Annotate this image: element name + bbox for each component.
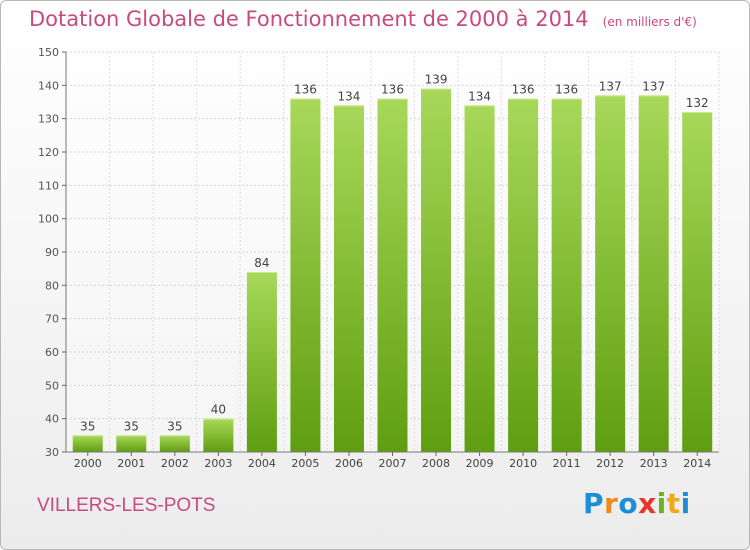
y-tick-label: 80 <box>45 279 59 292</box>
x-tick-label: 2007 <box>379 457 407 470</box>
bar <box>203 418 234 452</box>
bars <box>72 88 713 453</box>
x-tick-label: 2012 <box>596 457 624 470</box>
x-tick-label: 2001 <box>117 457 145 470</box>
bar <box>377 98 408 453</box>
y-tick-label: 100 <box>38 213 59 226</box>
y-tick-label: 130 <box>38 113 59 126</box>
x-tick-label: 2002 <box>161 457 189 470</box>
y-tick-label: 140 <box>38 79 59 92</box>
bar-value-label: 84 <box>254 256 269 270</box>
bar <box>595 95 626 452</box>
bar-value-label: 137 <box>642 79 665 93</box>
x-tick-label: 2010 <box>509 457 537 470</box>
bar <box>682 112 713 452</box>
chart-subtitle: (en milliers d'€) <box>602 15 697 29</box>
y-tick-label: 150 <box>38 46 59 59</box>
bar <box>421 88 452 453</box>
chart-title-text: Dotation Globale de Fonctionnement de 20… <box>29 7 589 31</box>
bar <box>464 105 495 452</box>
x-tick-label: 2006 <box>335 457 363 470</box>
bar <box>551 98 582 453</box>
y-tick-label: 90 <box>45 246 59 259</box>
bar-value-label: 136 <box>294 83 317 97</box>
x-tick-label: 2011 <box>553 457 581 470</box>
x-tick-label: 2000 <box>74 457 102 470</box>
y-tick-label: 40 <box>45 413 59 426</box>
x-tick-label: 2004 <box>248 457 276 470</box>
y-tick-label: 50 <box>45 379 59 392</box>
bar-value-label: 136 <box>381 83 404 97</box>
bar-value-label: 134 <box>468 89 491 103</box>
y-tick-label: 30 <box>45 446 59 459</box>
bar <box>638 95 669 452</box>
bar-value-label: 136 <box>555 83 578 97</box>
chart-title: Dotation Globale de Fonctionnement de 20… <box>29 7 697 31</box>
x-tick-label: 2014 <box>683 457 711 470</box>
bar-value-label: 136 <box>512 83 535 97</box>
bar-value-label: 132 <box>686 96 709 110</box>
bar <box>72 435 103 452</box>
bar <box>159 435 190 452</box>
commune-name: VILLERS-LES-POTS <box>37 495 216 516</box>
bar <box>508 98 539 453</box>
x-tick-label: 2003 <box>204 457 232 470</box>
y-tick-label: 60 <box>45 346 59 359</box>
bar-value-label: 139 <box>425 73 448 87</box>
x-tick-label: 2005 <box>291 457 319 470</box>
y-tick-label: 110 <box>38 179 59 192</box>
x-tick-label: 2008 <box>422 457 450 470</box>
bar <box>290 98 321 453</box>
bar <box>333 105 364 452</box>
bar-value-label: 134 <box>338 89 361 103</box>
labels: 30 40 50 60 70 80 90 100 110 120 130 140 150 35 2000 35… <box>38 46 711 470</box>
x-tick-label: 2009 <box>466 457 494 470</box>
x-tick-label: 2013 <box>640 457 668 470</box>
bar-value-label: 35 <box>124 419 139 433</box>
y-tick-label: 120 <box>38 146 59 159</box>
bar-value-label: 40 <box>211 403 226 417</box>
proxiti-logo: Proxiti <box>583 487 691 520</box>
y-tick-label: 70 <box>45 313 59 326</box>
bar <box>246 272 277 452</box>
bar-value-label: 35 <box>80 419 95 433</box>
bar-value-label: 35 <box>167 419 182 433</box>
axes <box>62 51 719 456</box>
bar <box>116 435 147 452</box>
bar-value-label: 137 <box>599 79 622 93</box>
